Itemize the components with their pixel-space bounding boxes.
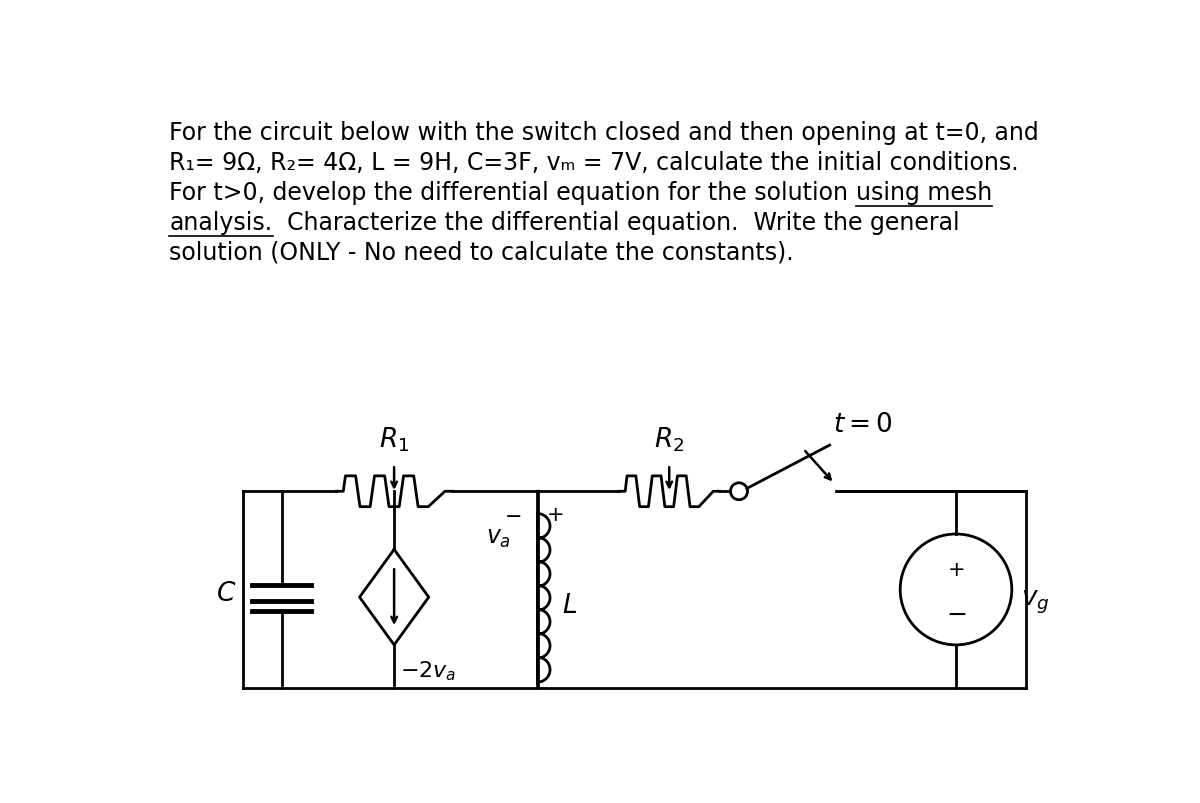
Text: $t = 0$: $t = 0$ — [833, 412, 893, 438]
Text: $C$: $C$ — [216, 581, 236, 606]
Text: $-2v_a$: $-2v_a$ — [400, 659, 456, 683]
Text: $-$: $-$ — [946, 601, 966, 625]
Text: $-$: $-$ — [504, 505, 521, 524]
Text: $R_1$: $R_1$ — [379, 425, 409, 453]
Text: solution (ONLY - No need to calculate the constants).: solution (ONLY - No need to calculate th… — [169, 240, 794, 264]
Text: using mesh: using mesh — [856, 181, 992, 205]
Text: For the circuit below with the switch closed and then opening at t=0, and: For the circuit below with the switch cl… — [169, 121, 1039, 145]
Text: $v_g$: $v_g$ — [1021, 588, 1050, 615]
Text: $+$: $+$ — [546, 505, 563, 524]
Text: $v_a$: $v_a$ — [486, 526, 511, 550]
Text: Characterize the differential equation.  Write the general: Characterize the differential equation. … — [272, 211, 960, 235]
Text: analysis.: analysis. — [169, 211, 272, 235]
Text: R₁= 9Ω, R₂= 4Ω, L = 9H, C=3F, vₘ = 7V, calculate the initial conditions.: R₁= 9Ω, R₂= 4Ω, L = 9H, C=3F, vₘ = 7V, c… — [169, 151, 1019, 175]
Text: $+$: $+$ — [947, 560, 965, 580]
Text: For t>0, develop the differential equation for the solution: For t>0, develop the differential equati… — [169, 181, 856, 205]
Text: $R_2$: $R_2$ — [654, 425, 684, 453]
Text: $L$: $L$ — [563, 592, 577, 618]
